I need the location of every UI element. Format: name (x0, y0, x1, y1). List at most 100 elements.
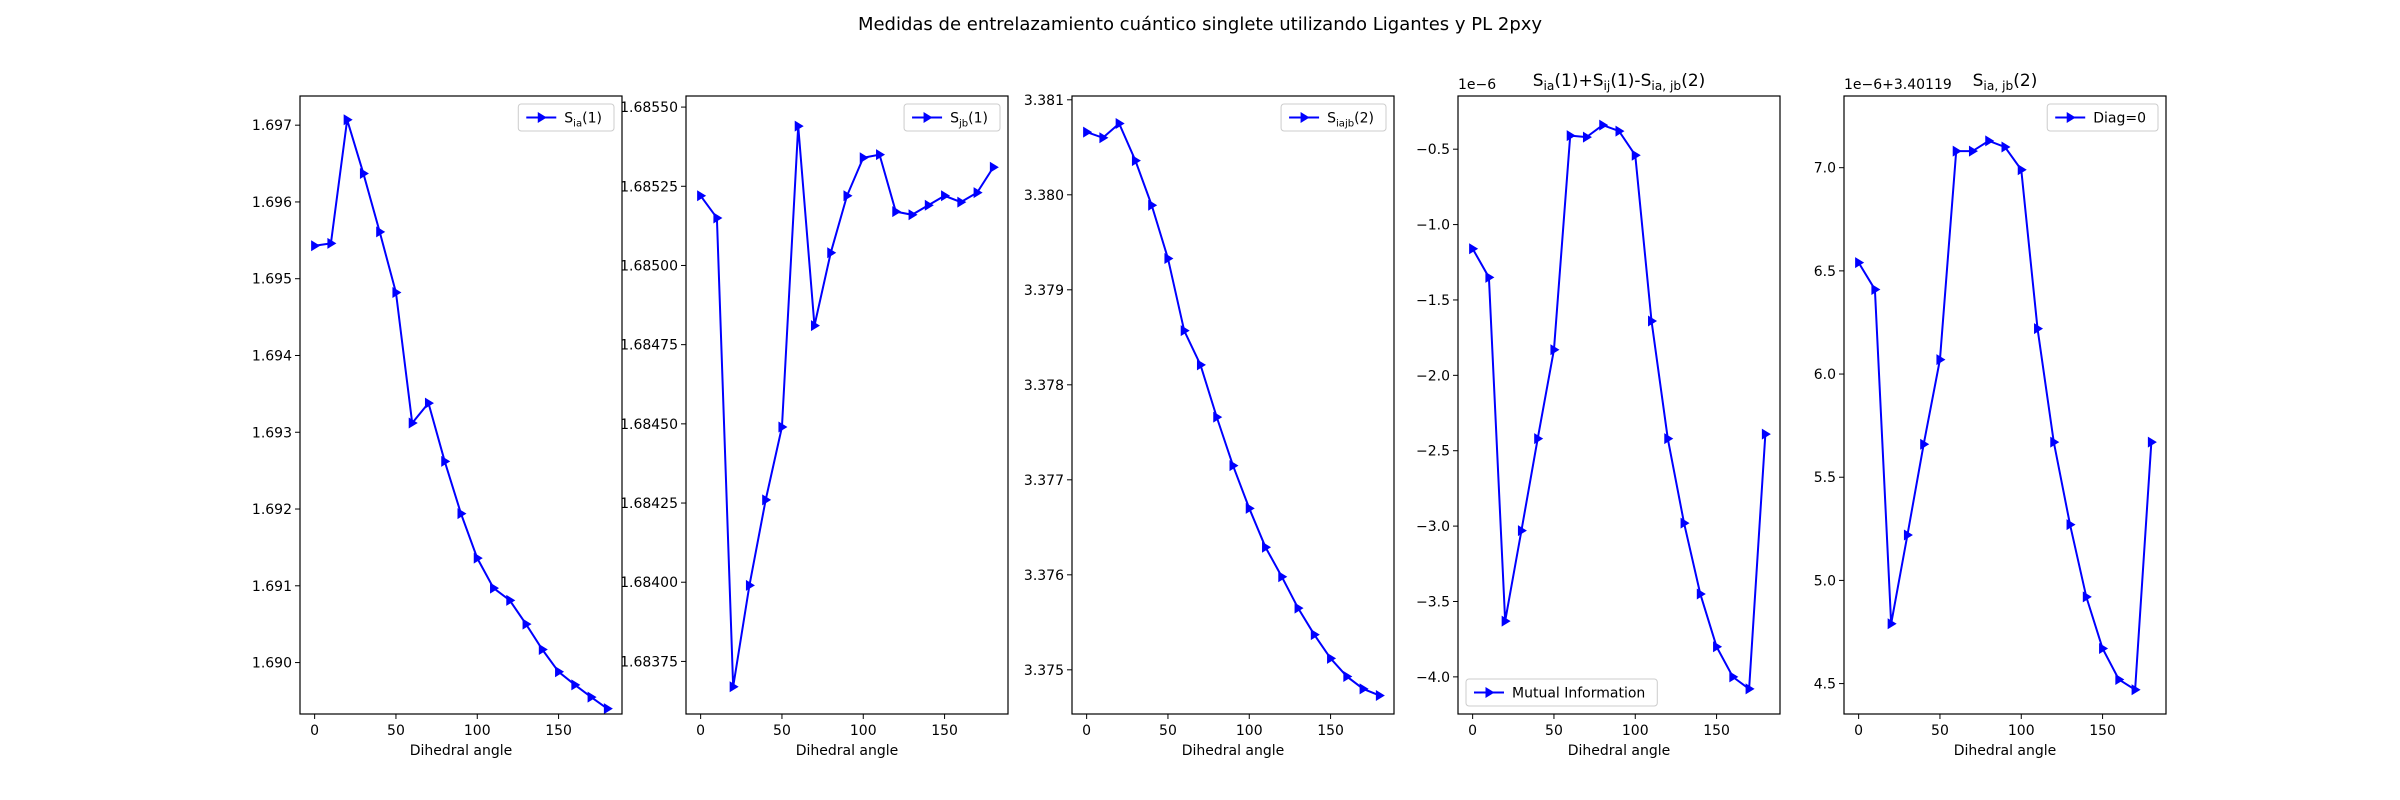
x-tick-label: 50 (1545, 723, 1563, 739)
data-point (1148, 199, 1158, 211)
data-point (1713, 641, 1723, 653)
data-point (1599, 119, 1609, 131)
subplot-5: 0 50 100 150 4.5 5.0 5.5 6.0 6.5 7.0 Dihedral angl… (1814, 71, 2167, 759)
data-point (1180, 325, 1190, 337)
data-point (1294, 602, 1304, 614)
legend: Mutual Information (1465, 678, 1658, 707)
axis-offset-text: 1e−6 (1458, 77, 1496, 93)
data-point (2066, 519, 2076, 531)
x-tick-label: 0 (696, 723, 705, 739)
y-tick-label: 1.690 (252, 656, 292, 672)
x-tick-label: 100 (850, 723, 877, 739)
data-point (1278, 571, 1288, 583)
data-point (1664, 433, 1674, 445)
data-point (2147, 436, 2157, 448)
legend-box (2046, 103, 2159, 132)
data-point (810, 320, 820, 332)
y-tick-label: −0.5 (1416, 142, 1450, 158)
series-line (314, 119, 608, 710)
y-tick-label: 1.695 (252, 272, 292, 288)
y-tick-label: 3.375 (1024, 663, 1064, 679)
y-tick-label: 1.68500 (620, 258, 678, 274)
y-tick-label: 6.0 (1814, 367, 1836, 383)
data-point (1985, 135, 1995, 147)
y-tick-label: 1.68475 (620, 338, 678, 354)
data-point (729, 681, 739, 693)
data-point (859, 152, 869, 164)
axes-frame (299, 95, 623, 715)
data-point (1310, 629, 1320, 641)
data-point (1566, 130, 1576, 142)
data-point (1615, 125, 1625, 137)
y-tick-label: 1.691 (252, 579, 292, 595)
data-point (457, 508, 467, 520)
legend-box (903, 103, 1001, 132)
x-tick-label: 150 (545, 723, 572, 739)
subplot-4: 0 50 100 150 −4.0 −3.5 −3.0 −2.5 −2.0 −1.5 −1.0 −0.… (1416, 71, 1781, 759)
y-tick-label: 1.68525 (620, 179, 678, 195)
data-point (2050, 436, 2060, 448)
axis-offset-text: 1e−6+3.40119 (1844, 77, 1952, 93)
y-tick-label: −2.0 (1416, 368, 1450, 384)
data-point (1262, 541, 1272, 553)
subplot-title: Sia, jb​(2) (1973, 71, 2038, 93)
y-tick-label: 3.380 (1024, 188, 1064, 204)
data-point (1213, 411, 1223, 423)
data-point (1696, 588, 1706, 600)
series-line (699, 126, 995, 687)
y-tick-label: −1.0 (1416, 218, 1450, 234)
y-tick-label: 1.68550 (620, 100, 678, 116)
data-point (1871, 283, 1881, 295)
data-point (311, 240, 321, 252)
subplot-1: 0 50 100 150 1.690 1.691 1.692 1.693 1.694 1.695 1… (252, 95, 623, 759)
y-tick-label: 5.0 (1814, 573, 1836, 589)
y-tick-label: 1.693 (252, 425, 292, 441)
y-tick-label: 1.68425 (620, 496, 678, 512)
data-point (989, 161, 999, 173)
y-tick-label: −2.5 (1416, 444, 1450, 460)
legend: Siajb​(2) (1280, 103, 1387, 132)
x-tick-label: 150 (1703, 723, 1730, 739)
data-point (1680, 517, 1690, 529)
data-point (555, 666, 565, 678)
data-point (376, 226, 386, 238)
data-point (1196, 359, 1206, 371)
y-tick-label: −3.5 (1416, 594, 1450, 610)
y-tick-label: 3.376 (1024, 568, 1064, 584)
data-point (762, 494, 772, 506)
y-tick-label: 7.0 (1814, 161, 1836, 177)
data-point (1745, 683, 1755, 695)
data-point (408, 417, 418, 429)
legend-label: Sjb​(1) (950, 111, 988, 130)
y-tick-label: −1.5 (1416, 293, 1450, 309)
data-point (1229, 460, 1239, 472)
data-point (473, 552, 483, 564)
data-point (941, 190, 951, 202)
legend-label: Mutual Information (1512, 686, 1645, 702)
legend-label: Sia​(1) (564, 111, 602, 130)
data-point (713, 212, 723, 224)
x-tick-label: 100 (2008, 723, 2035, 739)
legend-marker (1300, 112, 1310, 123)
data-point (1245, 502, 1255, 514)
data-point (2034, 323, 2044, 335)
series-line (1471, 123, 1767, 691)
x-tick-label: 50 (387, 723, 405, 739)
x-axis-label: Dihedral angle (1954, 743, 2057, 759)
x-tick-label: 50 (1931, 723, 1949, 739)
data-point (2001, 141, 2011, 153)
data-point (1534, 433, 1544, 445)
data-point (1083, 126, 1093, 138)
y-tick-label: 6.5 (1814, 264, 1836, 280)
data-point (924, 199, 934, 211)
data-point (1375, 689, 1385, 701)
legend-box (1280, 103, 1387, 132)
data-point (2131, 684, 2141, 696)
data-point (522, 618, 532, 630)
y-tick-label: 3.377 (1024, 473, 1064, 489)
x-tick-label: 150 (931, 723, 958, 739)
subplot-3: 0 50 100 150 3.375 3.376 3.377 3.378 3.379 3.380 3… (1024, 93, 1395, 759)
series-line (1857, 139, 2153, 692)
data-point (778, 421, 788, 433)
figure-title: Medidas de entrelazamiento cuántico sing… (858, 14, 1542, 35)
